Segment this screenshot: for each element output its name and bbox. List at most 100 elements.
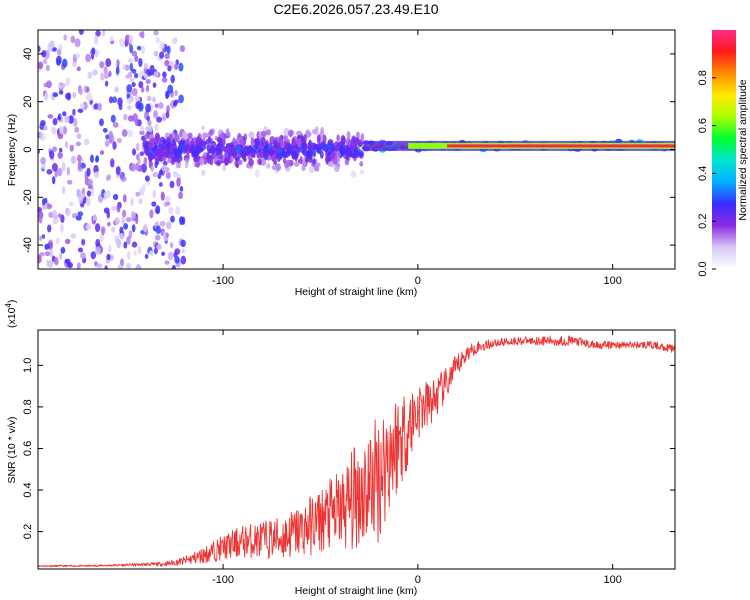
spectrogram-cell xyxy=(138,57,143,68)
spectrogram-cell xyxy=(143,148,148,154)
spectrogram-cell xyxy=(134,117,139,127)
spectrogram-cell xyxy=(83,138,90,146)
spectrogram-cell xyxy=(57,151,63,159)
spectrogram-cell xyxy=(345,137,351,147)
spectrogram-cell xyxy=(108,96,114,104)
spectrogram-cell xyxy=(260,136,266,146)
spectrogram-cell xyxy=(171,37,178,45)
spectrogram-cell xyxy=(126,84,133,93)
spectrogram-cell xyxy=(154,123,159,132)
spectrogram-cell xyxy=(174,256,180,264)
spectrogram-cell xyxy=(320,126,324,135)
y-tick-label: 0.6 xyxy=(22,441,34,456)
spectrogram-cell xyxy=(149,64,155,72)
spectrogram-cell xyxy=(150,137,157,144)
spectrogram-cell xyxy=(148,70,154,76)
snr-series-line xyxy=(38,335,675,568)
spectrogram-cell xyxy=(135,162,140,171)
spectrogram-cell xyxy=(322,134,327,144)
spectrogram-cell xyxy=(287,145,292,152)
spectrogram-cell xyxy=(86,190,91,197)
colorbar-tick-label: 0.6 xyxy=(697,118,709,133)
spectrogram-cell xyxy=(256,150,262,159)
spectrogram-cell xyxy=(77,161,82,170)
spectrogram-cell xyxy=(80,252,86,260)
spectrogram-cell xyxy=(165,195,171,203)
spectrogram-cell xyxy=(157,173,161,180)
spectrogram-cell xyxy=(51,176,56,185)
spectrogram-cell xyxy=(280,140,285,149)
spectrogram-cell xyxy=(179,45,186,53)
spectrogram-cell xyxy=(60,82,66,88)
spectrogram-cell xyxy=(64,116,70,123)
spectrogram-cell xyxy=(158,169,164,175)
spectrogram-cell xyxy=(130,211,136,220)
spectrogram-cell xyxy=(309,142,315,151)
snr-multiplier: (x104) xyxy=(4,300,18,328)
spectrogram-cell xyxy=(153,50,159,57)
figure-title: C2E6.2026.057.23.49.E10 xyxy=(273,1,438,17)
spectrogram-cell xyxy=(77,211,84,217)
spectrogram-cell xyxy=(104,139,110,147)
spectrogram-cell xyxy=(131,224,136,233)
spectrogram-cell xyxy=(161,77,168,83)
spectrogram-cell xyxy=(237,159,243,166)
x-tick-label: -100 xyxy=(212,574,234,586)
spectrogram-cell xyxy=(282,158,287,164)
x-tick-label: 100 xyxy=(603,275,621,287)
spectrogram-cell xyxy=(154,234,161,241)
spectrogram-cell xyxy=(268,147,275,156)
spectrogram-cell xyxy=(115,65,120,75)
spectrogram-cell xyxy=(51,47,57,52)
spectrogram-cell xyxy=(99,61,105,69)
spectrogram-cell xyxy=(38,131,43,140)
spectrogram-cell xyxy=(165,171,171,180)
spectrogram-cell xyxy=(216,142,223,150)
spectrogram-cell xyxy=(38,45,41,53)
spectrogram-cell xyxy=(90,154,94,163)
spectrogram-cell xyxy=(283,135,288,141)
spectrogram-cell xyxy=(72,91,77,99)
spectrogram-cell xyxy=(70,155,77,165)
spectrogram-cell xyxy=(75,141,82,147)
spectrogram-cell xyxy=(148,125,153,133)
spectrogram-cell xyxy=(49,249,54,258)
x-tick-label: 0 xyxy=(415,574,421,586)
spectrogram-cell xyxy=(58,147,63,153)
spectrogram-cell xyxy=(243,146,247,153)
spectrogram-cell xyxy=(166,221,172,230)
spectrogram-cell xyxy=(102,128,108,133)
spectrogram-cell xyxy=(62,126,68,135)
spectrogram-cell xyxy=(64,141,69,149)
spectrogram-cell xyxy=(156,243,162,250)
spectrogram-cell xyxy=(125,74,130,79)
spectrogram-cell xyxy=(328,161,334,167)
spectrogram-cell xyxy=(145,175,150,182)
spectrogram-cell xyxy=(185,138,190,145)
spectrogram-cell xyxy=(135,101,142,110)
spectrogram-cell xyxy=(351,153,357,159)
spectrogram-cell xyxy=(115,165,121,176)
spectrogram-cell xyxy=(125,216,132,223)
spectrogram-cell xyxy=(174,89,178,96)
spectrogram-cell xyxy=(172,100,178,107)
spectrogram-cell xyxy=(112,193,119,201)
spectrogram-cell xyxy=(181,248,185,254)
spectrogram-cell xyxy=(149,209,154,219)
spectrogram-cell xyxy=(90,251,97,260)
spectrogram-cell xyxy=(152,82,157,88)
spectrogram-cell xyxy=(122,194,127,203)
spectrogram-cell xyxy=(308,165,315,174)
spectrogram-cell xyxy=(201,125,205,131)
spectrogram-cell xyxy=(106,174,111,180)
spectrogram-cell xyxy=(344,158,350,166)
spectrogram-cell xyxy=(76,262,81,269)
spectrogram-cell xyxy=(165,150,169,159)
spectrogram-cell xyxy=(339,145,344,155)
spectrogram-cell xyxy=(277,136,283,144)
spectrogram-cell xyxy=(54,256,59,266)
spectrogram-cell xyxy=(131,82,136,88)
spectrogram-cell xyxy=(334,165,340,173)
spectrogram-cell xyxy=(220,132,225,141)
spectrogram-cell xyxy=(74,126,80,133)
